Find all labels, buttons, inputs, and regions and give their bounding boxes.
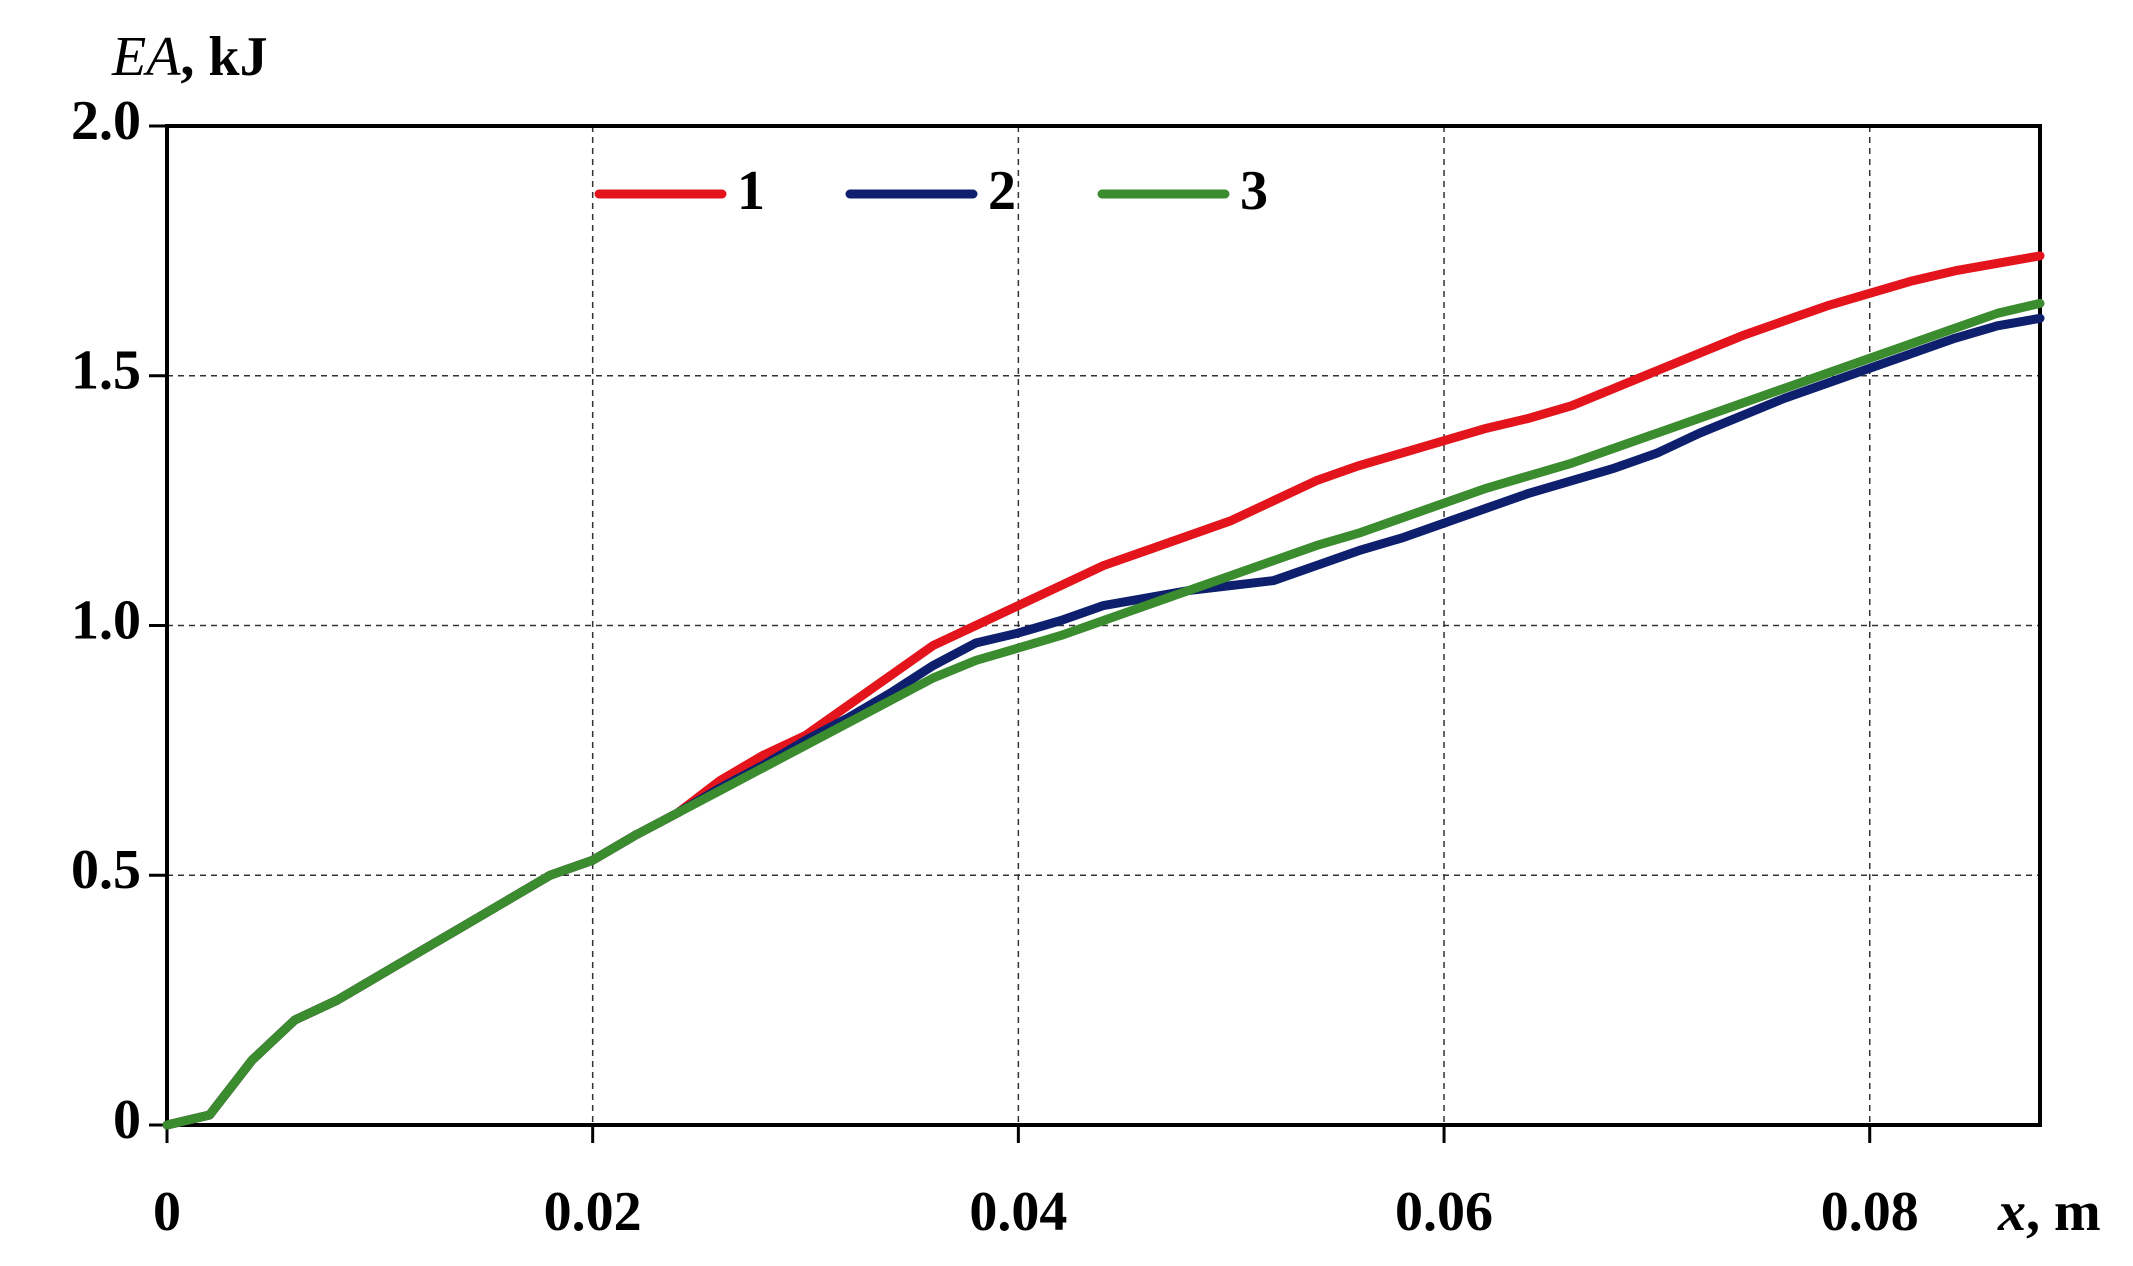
x-axis-label: x, m (1997, 1181, 2101, 1243)
legend-label: 3 (1240, 160, 1268, 222)
y-tick-label: 0.5 (71, 839, 141, 901)
x-tick-label: 0.06 (1395, 1181, 1493, 1243)
y-label-unit: , kJ (180, 26, 267, 88)
y-tick-label: 1.0 (71, 589, 141, 651)
x-label-symbol: x (1997, 1181, 2026, 1243)
series-line (162, 298, 2045, 1130)
y-axis-label: EA, kJ (111, 26, 268, 88)
y-tick-label: 0 (113, 1089, 141, 1151)
plot-frame (165, 124, 2042, 1127)
series-line (162, 251, 2045, 1130)
y-tick-label: 1.5 (71, 340, 141, 402)
x-tick-label: 0.08 (1821, 1181, 1919, 1243)
x-tick-label: 0.02 (544, 1181, 642, 1243)
y-tick-label: 2.0 (71, 90, 141, 152)
y-label-symbol: EA (111, 26, 181, 88)
x-label-unit: , m (2026, 1181, 2101, 1243)
x-tick-label: 0 (153, 1181, 181, 1243)
legend-label: 2 (988, 160, 1016, 222)
x-tick-label: 0.04 (969, 1181, 1067, 1243)
series-line (162, 313, 2045, 1130)
legend-label: 1 (737, 160, 765, 222)
